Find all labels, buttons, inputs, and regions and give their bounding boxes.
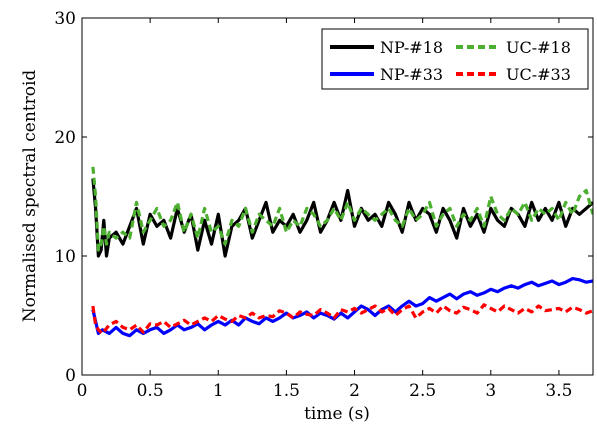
x-tick-label: 3.5 <box>545 381 572 401</box>
legend-label-3: UC-#33 <box>506 65 571 84</box>
x-axis-label: time (s) <box>304 404 370 424</box>
x-tick-label: 3 <box>485 381 496 401</box>
series-line-1 <box>91 166 593 252</box>
y-tick-label: 10 <box>54 247 76 267</box>
legend: NP-#18 UC-#18 NP-#33 UC-#33 <box>321 28 589 90</box>
legend-label-0: NP-#18 <box>380 38 443 57</box>
y-tick-label: 20 <box>54 128 76 148</box>
plot-frame <box>81 17 594 376</box>
x-tick-label: 2.5 <box>409 381 436 401</box>
y-axis-label: Normalised spectral centroid <box>20 70 40 323</box>
series-layer <box>91 166 593 338</box>
y-tick-label: 30 <box>54 9 76 29</box>
x-tick-label: 1.5 <box>273 381 300 401</box>
x-tick-label: 1 <box>213 381 224 401</box>
legend-label-1: UC-#18 <box>506 38 571 57</box>
x-tick-label: 0.5 <box>137 381 164 401</box>
ticks-layer: 0 0.5 1 1.5 2 2.5 3 3.5 0 10 20 30 <box>54 9 593 401</box>
legend-label-2: NP-#33 <box>380 65 443 84</box>
x-tick-label: 0 <box>77 381 88 401</box>
y-tick-label: 0 <box>65 366 76 386</box>
legend-box <box>321 28 589 90</box>
x-tick-label: 2 <box>349 381 360 401</box>
series-line-3 <box>91 303 593 335</box>
